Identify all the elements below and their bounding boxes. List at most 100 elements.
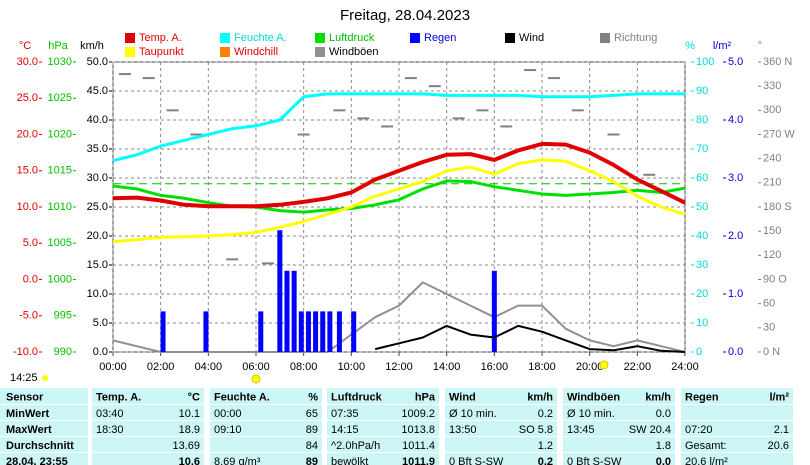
table-cell: 84 (306, 440, 318, 452)
time-label: 14:25 (10, 372, 38, 384)
table-cell: 8.69 g/m³ (214, 456, 261, 465)
table-cell-bg (0, 405, 88, 420)
axis-tick-label: 1005 (48, 237, 72, 249)
table-cell: 07:35 (331, 408, 359, 420)
legend-swatch (220, 33, 230, 43)
table-cell-bg (92, 437, 204, 452)
legend-swatch (505, 33, 515, 43)
rain-bar (336, 311, 342, 352)
rain-bar (305, 311, 311, 352)
axis-tick-label: 360 N (763, 56, 792, 68)
table-cell: 0.2 (538, 408, 553, 420)
axis-tick-label: 1000 (48, 273, 72, 285)
axis-tick-label: 4.0 (728, 114, 743, 126)
table-cell: 07:20 (685, 424, 713, 436)
table-cell: ^2.0hPa/h (331, 440, 380, 452)
axis-tick-label: 0 (696, 346, 702, 358)
chart-title: Freitag, 28.04.2023 (340, 7, 470, 24)
rain-bar (320, 311, 326, 352)
table-cell-bg (681, 388, 793, 404)
table-cell: 89 (306, 456, 318, 465)
axis-tick-label: 30.0 (17, 56, 38, 68)
table-cell: 18:30 (96, 424, 124, 436)
table-cell: Wind (449, 391, 476, 403)
axis-tick-label: 90 O (763, 273, 787, 285)
table-cell: 03:40 (96, 408, 124, 420)
table-cell: Ø 10 min. (567, 408, 615, 420)
table-cell: 13.69 (172, 440, 200, 452)
table-cell-bg (327, 421, 439, 436)
table-cell-bg (327, 405, 439, 420)
table-cell: 14:15 (331, 424, 359, 436)
table-cell: 1011.4 (402, 440, 435, 452)
table-cell-bg (327, 437, 439, 452)
legend-label: Taupunkt (139, 46, 184, 58)
x-tick-label: 08:00 (290, 361, 318, 373)
legend-swatch (220, 47, 230, 57)
legend-label: Windböen (329, 46, 379, 58)
table-cell: 89 (306, 424, 318, 436)
rain-bar (160, 311, 166, 352)
x-tick-label: 02:00 (147, 361, 175, 373)
axis-tick-label: 0.0 (728, 346, 743, 358)
row-label: 28.04. 23:55 (6, 456, 68, 465)
rain-bar (327, 311, 333, 352)
rain-bar (298, 311, 304, 352)
axis-title: hPa (48, 40, 68, 52)
table-cell-bg (681, 421, 793, 436)
table-cell: 13:50 (449, 424, 477, 436)
axis-tick-label: 5.0 (93, 317, 108, 329)
x-tick-label: 00:00 (99, 361, 127, 373)
axis-tick-label: 90 (696, 85, 708, 97)
axis-tick-label: 3.0 (728, 172, 743, 184)
axis-tick-label: 20.0 (87, 230, 108, 242)
table-cell-bg (210, 405, 322, 420)
table-cell-bg (563, 437, 675, 452)
table-cell-bg (0, 453, 88, 465)
table-cell-bg (92, 421, 204, 436)
axis-tick-label: 240 (763, 153, 781, 165)
table-cell-bg (563, 405, 675, 420)
table-cell: 20.6 (768, 440, 789, 452)
legend-swatch (600, 33, 610, 43)
table-cell: Gesamt: (685, 440, 727, 452)
table-cell-bg (445, 405, 557, 420)
axis-tick-label: 25.0 (87, 201, 108, 213)
axis-tick-label: 990 (54, 346, 72, 358)
axis-tick-label: 0.0 (23, 273, 38, 285)
axis-tick-label: 210 (763, 177, 781, 189)
axis-tick-label: 1020 (48, 128, 72, 140)
axis-tick-label: 5.0 (728, 56, 743, 68)
table-cell: 0.0 (656, 408, 671, 420)
x-tick-label: 14:00 (433, 361, 461, 373)
axis-tick-label: 1030 (48, 56, 72, 68)
axis-tick-label: 35.0 (87, 143, 108, 155)
table-cell: 1009.2 (401, 408, 435, 420)
axis-tick-label: 80 (696, 114, 708, 126)
axis-tick-label: 45.0 (87, 85, 108, 97)
axis-tick-label: 0.0 (93, 346, 108, 358)
rain-bar (284, 270, 290, 352)
table-cell: 0.0 (656, 456, 671, 465)
table-cell: 00:00 (214, 408, 242, 420)
axis-tick-label: 40 (696, 230, 708, 242)
table-cell: 2.1 (774, 424, 789, 436)
legend-label: Regen (424, 32, 456, 44)
table-cell: 0 Bft S-SW (567, 456, 622, 465)
table-cell: Feuchte A. (214, 391, 270, 403)
rain-bar (277, 230, 283, 352)
table-cell: 10.6 (179, 456, 200, 465)
table-header: Sensor (6, 391, 44, 403)
table-cell-bg (210, 388, 322, 404)
table-cell-bg (210, 453, 322, 465)
row-label: MinWert (6, 408, 50, 420)
axis-tick-label: 25.0 (17, 92, 38, 104)
axis-title: % (685, 40, 695, 52)
x-tick-label: 22:00 (624, 361, 652, 373)
axis-tick-label: 150 (763, 225, 781, 237)
x-tick-label: 04:00 (195, 361, 223, 373)
table-cell: 0 Bft S-SW (449, 456, 504, 465)
axis-tick-label: 30.0 (87, 172, 108, 184)
table-cell-bg (0, 421, 88, 436)
